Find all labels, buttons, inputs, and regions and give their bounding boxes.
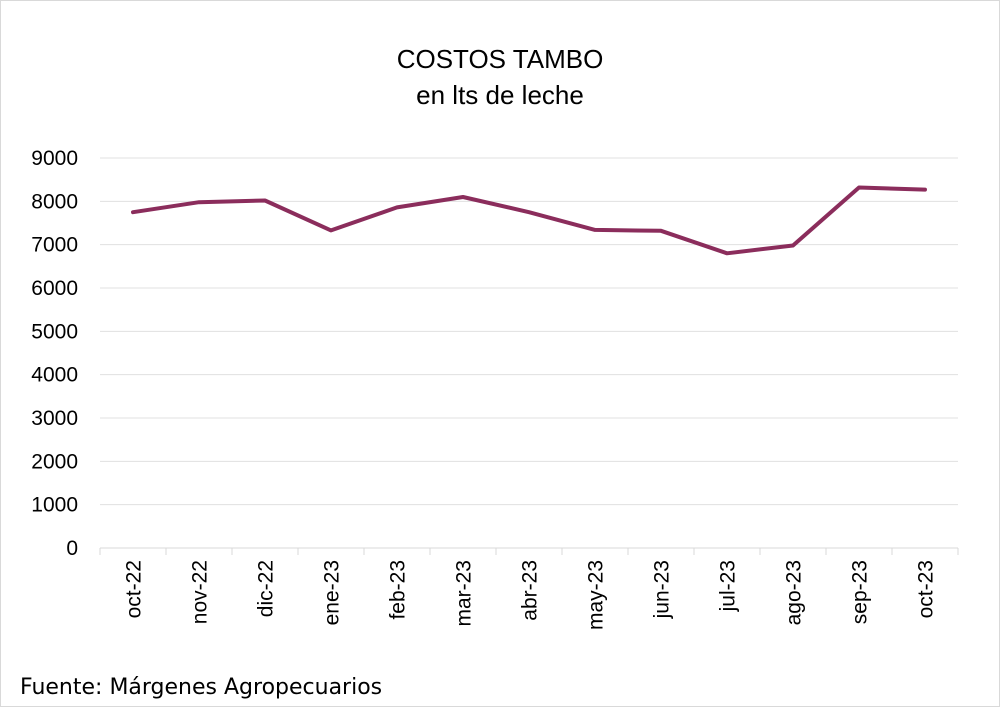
- source-note: Fuente: Márgenes Agropecuarios: [20, 675, 383, 700]
- y-tick-label: 4000: [31, 364, 78, 387]
- x-tick-label: nov-22: [188, 560, 211, 624]
- chart-title: COSTOS TAMBO: [396, 44, 604, 74]
- y-tick-label: 2000: [31, 450, 78, 473]
- x-tick-label: abr-23: [518, 560, 541, 621]
- chart-subtitle: en lts de leche: [416, 80, 584, 110]
- x-tick-label: ene-23: [320, 560, 343, 625]
- y-tick-label: 9000: [31, 147, 78, 170]
- y-tick-label: 7000: [31, 234, 78, 257]
- x-tick-label: oct-22: [122, 560, 145, 618]
- y-tick-label: 5000: [31, 320, 78, 343]
- x-tick-label: may-23: [584, 560, 607, 630]
- x-tick-label: jul-23: [716, 560, 739, 612]
- x-tick-label: ago-23: [782, 560, 805, 625]
- y-tick-label: 8000: [31, 190, 78, 213]
- x-tick-label: jun-23: [650, 560, 673, 619]
- y-tick-label: 1000: [31, 494, 78, 517]
- x-tick-label: feb-23: [386, 560, 409, 620]
- x-tick-label: mar-23: [452, 560, 475, 627]
- x-tick-label: oct-23: [914, 560, 937, 618]
- y-tick-label: 3000: [31, 407, 78, 430]
- x-tick-label: sep-23: [848, 560, 871, 624]
- x-tick-label: dic-22: [254, 560, 277, 617]
- series-line: [131, 185, 927, 256]
- y-tick-label: 6000: [31, 277, 78, 300]
- y-tick-label: 0: [66, 537, 78, 560]
